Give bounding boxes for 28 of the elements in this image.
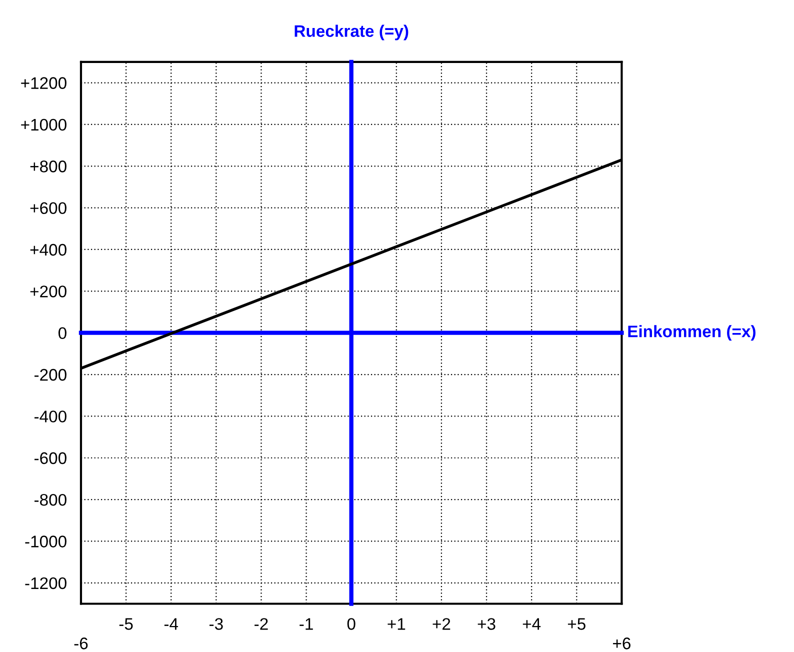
x-tick-label: +1: [388, 618, 406, 630]
y-tick-label: +800: [30, 160, 66, 172]
x-tick-label: -1: [300, 618, 313, 630]
y-tick-label: 0: [58, 327, 66, 340]
y-tick-label: -200: [34, 368, 66, 381]
x-tick-label: -3: [209, 618, 223, 630]
x-tick-label: 0: [347, 618, 356, 630]
y-tick-label: +600: [30, 202, 66, 214]
x-tick-label: +2: [432, 618, 450, 630]
y-tick-label: -1200: [25, 577, 66, 590]
text: +6: [613, 638, 630, 650]
y-tick-label: -400: [34, 410, 66, 422]
x-tick-label: +5: [568, 618, 586, 630]
y-axis-title: Rueckrate (=y): [294, 24, 408, 40]
y-tick-label: -600: [34, 452, 66, 464]
y-tick-label: -1000: [25, 536, 66, 548]
x-tick-label: -2: [254, 618, 268, 630]
y-tick-label: -800: [34, 494, 66, 506]
y-tick-label: +1200: [21, 77, 66, 89]
y-tick-label: +1000: [21, 118, 66, 131]
x-tick-label: -5: [119, 618, 133, 630]
x-tick-label: -4: [164, 618, 178, 630]
x-axis-title: Einkommen (=x): [628, 325, 756, 341]
x-tick-label: +3: [478, 618, 496, 630]
y-tick-label: +400: [30, 244, 66, 256]
text: -6: [74, 638, 88, 650]
x-tick-label: +4: [522, 618, 541, 630]
y-tick-label: +200: [30, 286, 66, 298]
